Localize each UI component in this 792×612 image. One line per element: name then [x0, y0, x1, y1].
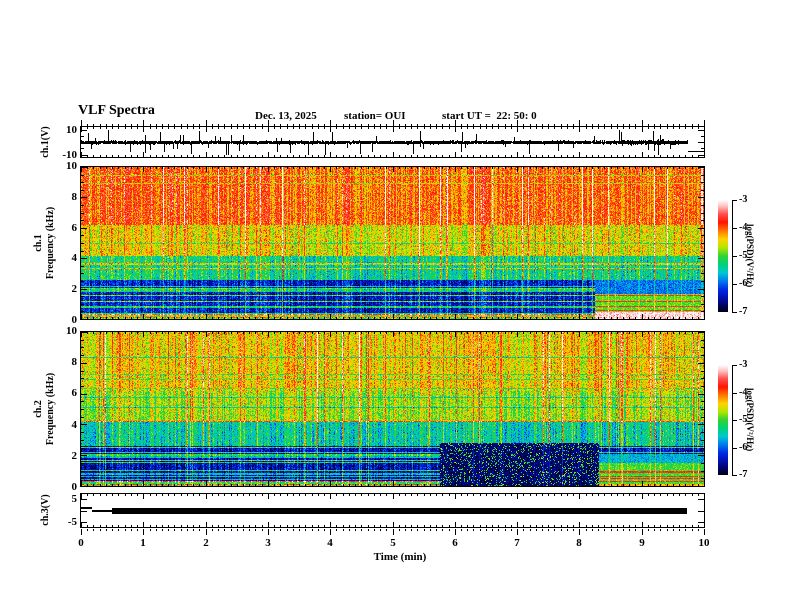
ch1-spectrogram-ytick-label: 4 — [71, 252, 78, 264]
bottom-axis-ticks-canvas — [80, 529, 705, 537]
colorbar-tick-label: -3 — [739, 194, 748, 205]
ch1-spectrogram-canvas — [80, 166, 705, 320]
ch3-ytick-label: -5 — [67, 516, 77, 528]
colorbar-tick — [732, 256, 737, 257]
colorbar-tick — [732, 200, 737, 201]
colorbar-tick — [732, 393, 737, 394]
colorbar-tick — [732, 365, 737, 366]
time-axis-tick-label: 10 — [698, 537, 710, 549]
colorbar-tick-label: -5 — [739, 250, 748, 261]
ch3-ytick-label: 5 — [71, 493, 78, 505]
colorbar-tick — [732, 284, 737, 285]
time-axis-tick-label: 2 — [203, 537, 209, 549]
colorbar-tick — [732, 228, 737, 229]
time-axis-tick-label: 5 — [390, 537, 396, 549]
colorbar-tick-label: -6 — [739, 442, 748, 453]
ch2-frequency-axis-label: ch.2 Frequency (kHz) — [33, 332, 57, 486]
time-axis-tick-label: 9 — [639, 537, 645, 549]
ch1-frequency-axis-label: ch.1 Frequency (kHz) — [33, 166, 57, 320]
ch1-spectrogram-ytick-label: 8 — [71, 191, 78, 203]
colorbar-gradient — [718, 200, 728, 312]
ch2-spectrogram-ytick-label: 2 — [71, 450, 78, 462]
ch2-spectrogram-ytick-label: 8 — [71, 356, 78, 368]
time-axis-tick-label: 4 — [327, 537, 333, 549]
colorbar-gradient — [718, 365, 728, 475]
ch2-spectrogram-ytick-label: 0 — [71, 481, 78, 493]
ch2-spectrogram-ytick-label: 4 — [71, 419, 78, 431]
ch1-waveform-ytick-label: -10 — [62, 149, 77, 161]
ch1-spectrogram-ytick-label: 2 — [71, 283, 78, 295]
colorbar-tick-label: -7 — [739, 469, 748, 480]
time-axis-tick-label: 1 — [140, 537, 146, 549]
colorbar-tick-label: -4 — [739, 387, 748, 398]
colorbar-2-label: log(PSD)(V²/Hz) — [745, 388, 755, 452]
time-axis-tick-label: 0 — [78, 537, 84, 549]
colorbar-tick — [732, 475, 737, 476]
ch2-spectrogram-ytick-label: 10 — [66, 325, 77, 337]
time-axis-label: Time (min) — [373, 551, 427, 563]
ch2-frequency-axis-label-line1: ch.2 — [33, 400, 44, 418]
time-axis-tick-label: 3 — [265, 537, 271, 549]
ch1-spectrogram-ytick-label: 6 — [71, 222, 78, 234]
time-axis-tick-label: 7 — [514, 537, 520, 549]
colorbar-tick — [732, 312, 737, 313]
ch1-frequency-axis-label-line2: Frequency (kHz) — [45, 206, 56, 280]
figure-title: VLF Spectra — [78, 103, 155, 118]
time-axis-tick-label: 8 — [576, 537, 582, 549]
colorbar-tick-label: -6 — [739, 278, 748, 289]
colorbar-tick-label: -4 — [739, 222, 748, 233]
colorbar-tick-label: -5 — [739, 414, 748, 425]
ch2-spectrogram-ytick-label: 6 — [71, 387, 78, 399]
ch1-frequency-axis-label-line1: ch.1 — [33, 234, 44, 252]
colorbar-tick-label: -3 — [739, 359, 748, 370]
colorbar-1-label: log(PSD)(V²/Hz) — [745, 224, 755, 288]
ch1-waveform-ytick-label: 10 — [66, 124, 77, 136]
colorbar-tick-label: -7 — [739, 306, 748, 317]
colorbar-tick — [732, 420, 737, 421]
ch1-waveform-canvas — [80, 126, 705, 158]
ch2-frequency-axis-label-line2: Frequency (kHz) — [45, 372, 56, 446]
ch3-level-canvas — [80, 493, 705, 528]
ch1-spectrogram-ytick-label: 0 — [71, 314, 78, 326]
time-axis-tick-label: 6 — [452, 537, 458, 549]
ch2-spectrogram-canvas — [80, 331, 705, 487]
colorbar-tick — [732, 448, 737, 449]
ch1-spectrogram-ytick-label: 10 — [66, 160, 77, 172]
top-axis-ticks-canvas — [80, 119, 705, 126]
